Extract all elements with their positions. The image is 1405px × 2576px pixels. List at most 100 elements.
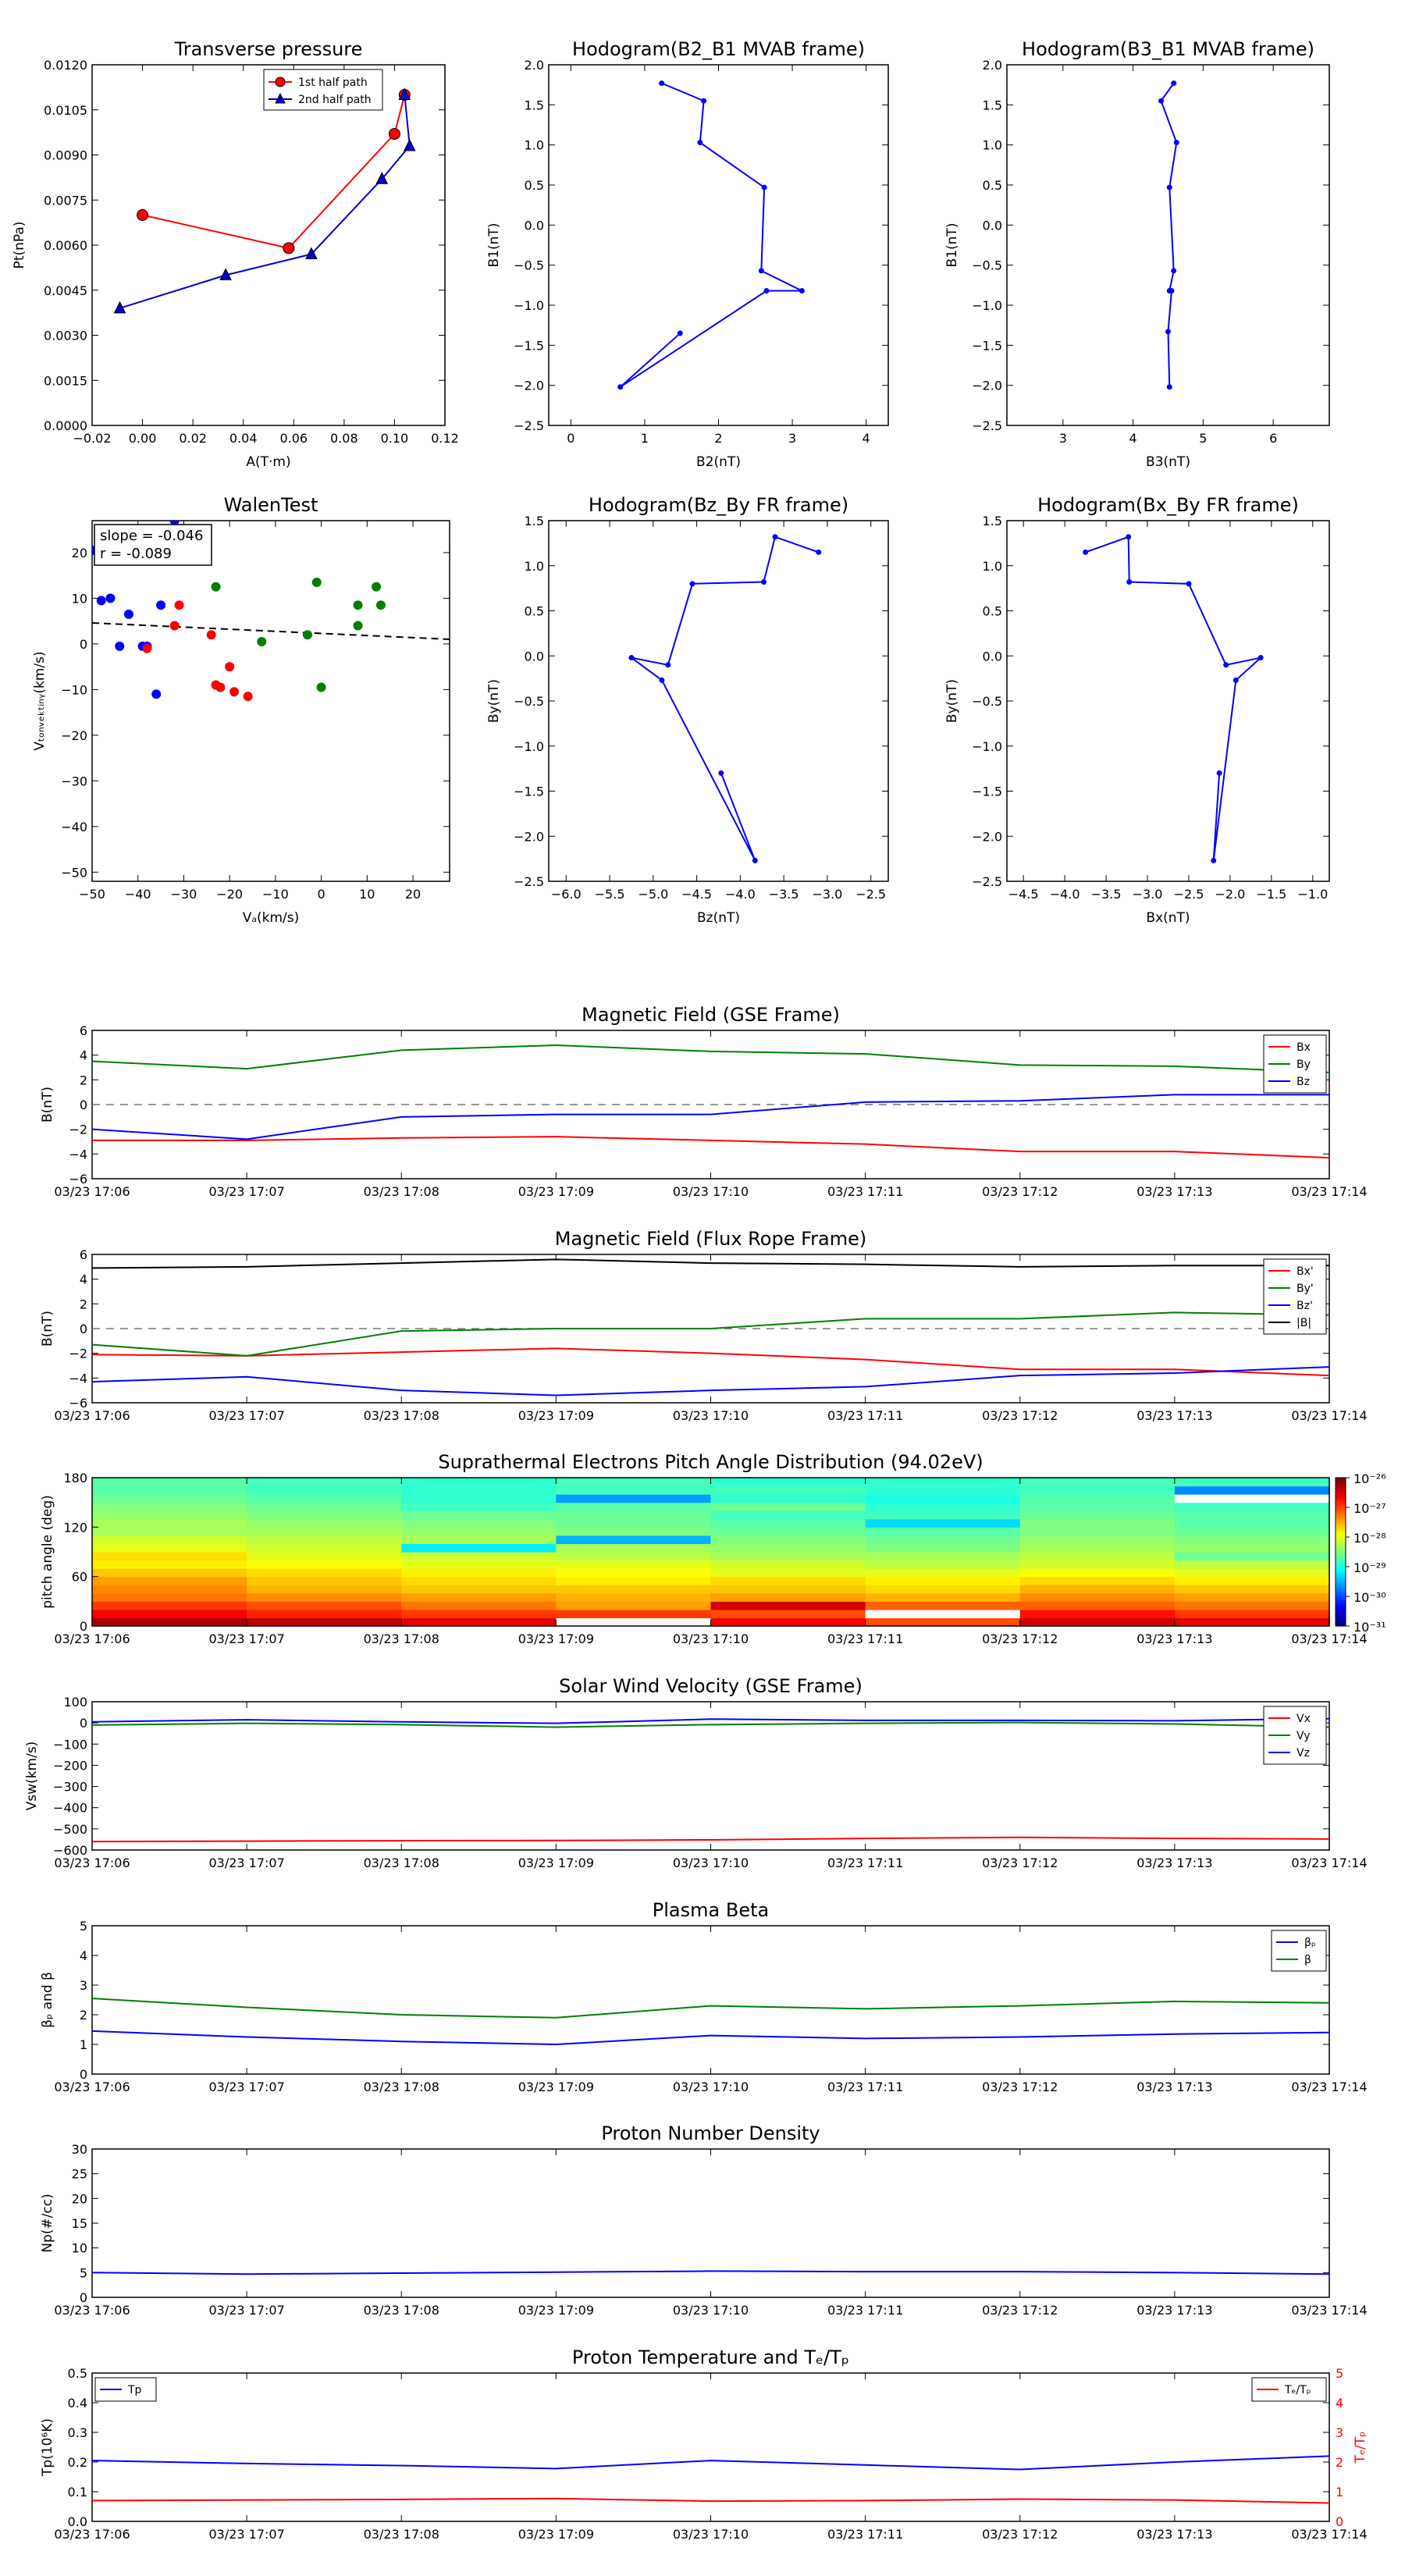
heatmap-cell <box>556 1478 712 1487</box>
y-axis-label: By(nT) <box>486 679 502 723</box>
heatmap-cell <box>401 1576 557 1585</box>
y-axis-label: B1(nT) <box>486 223 502 268</box>
heatmap-cell <box>247 1576 402 1585</box>
heatmap-cell <box>865 1560 1021 1569</box>
heatmap-cell <box>401 1510 557 1520</box>
colorbar-tick-label: 10⁻²⁶ <box>1353 1471 1386 1486</box>
series-line-0 <box>91 2455 1330 2471</box>
x-tick-label: 03/23 17:10 <box>673 1184 749 1199</box>
series-line-0 <box>91 1836 1330 1843</box>
x-axis-label: B3(nT) <box>1146 454 1190 470</box>
y-tick-label: 4 <box>80 1048 87 1063</box>
data-point <box>677 330 683 336</box>
x-tick-label: 03/23 17:08 <box>364 1631 439 1646</box>
x-tick-label: 03/23 17:10 <box>673 2303 749 2318</box>
y-right-axis-label: Tₑ/Tₚ <box>1353 2432 1368 2464</box>
y-tick-label: 0.0045 <box>44 283 87 298</box>
y-tick-label: −6 <box>69 1396 87 1411</box>
heatmap-cell <box>710 1502 866 1511</box>
y-tick-label: 0.2 <box>68 2455 87 2470</box>
x-tick-label: 03/23 17:09 <box>518 1408 594 1423</box>
series-line-2 <box>91 1094 1329 1140</box>
scatter-point <box>257 636 267 646</box>
colorbar-cell <box>1336 1557 1346 1560</box>
colorbar-cell <box>1336 1539 1346 1542</box>
chart-hodo_b3b1: Hodogram(B3_B1 MVAB frame) −2.5 −2.0 −1.5 −1… <box>944 38 1330 470</box>
colorbar-cell <box>1336 1510 1346 1513</box>
data-point <box>763 288 770 294</box>
colorbar-cell <box>1336 1480 1346 1483</box>
y-tick-label: −2.5 <box>972 418 1002 433</box>
x-tick-label: 0 <box>567 431 574 446</box>
data-point <box>718 770 724 776</box>
series-line-0 <box>91 2030 1330 2046</box>
chart-title: Magnetic Field (GSE Frame) <box>582 1004 840 1026</box>
x-tick-label: −2.5 <box>1174 887 1204 902</box>
x-tick-label: 03/23 17:13 <box>1136 1631 1212 1646</box>
colorbar-tick-label: 10⁻²⁷ <box>1353 1501 1386 1516</box>
data-point <box>1165 329 1171 335</box>
heatmap-cell <box>1019 1609 1176 1619</box>
y-tick-label: 0.0015 <box>44 373 87 388</box>
y-tick-label: −500 <box>53 1822 87 1837</box>
x-tick-label: 03/23 17:07 <box>208 2527 284 2542</box>
colorbar-cell <box>1336 1529 1346 1533</box>
y-tick-label: −2 <box>69 1347 87 1361</box>
y-tick-label: 0.0 <box>525 649 544 664</box>
scatter-point <box>316 682 326 692</box>
colorbar-cell <box>1336 1527 1346 1531</box>
y-tick-label: 25 <box>72 2167 87 2182</box>
colorbar-cell <box>1336 1546 1346 1550</box>
y-tick-label: 2 <box>80 1073 87 1087</box>
x-tick-label: 03/23 17:13 <box>1136 2527 1212 2542</box>
legend-label: |B| <box>1297 1317 1311 1329</box>
colorbar-cell <box>1336 1514 1346 1518</box>
x-tick-label: 03/23 17:13 <box>1136 1856 1212 1870</box>
y-tick-label: 0.0000 <box>44 418 87 433</box>
x-tick-label: 0.08 <box>330 431 358 446</box>
y-tick-label: 0 <box>80 1716 87 1731</box>
heatmap-cell <box>556 1552 712 1561</box>
x-tick-label: 03/23 17:14 <box>1291 1856 1367 1870</box>
heatmap-cell <box>865 1535 1021 1545</box>
x-tick-label: 3 <box>788 431 796 446</box>
legend-label: Bz' <box>1297 1300 1313 1312</box>
data-point <box>1223 662 1229 668</box>
y-tick-label: 5 <box>80 2265 87 2280</box>
y-tick-label: 1.5 <box>983 514 1002 528</box>
heatmap-cell <box>710 1543 866 1553</box>
heatmap-cell <box>401 1502 557 1511</box>
y-tick-label: −30 <box>61 774 87 788</box>
heatmap-cell <box>1174 1535 1330 1545</box>
legend-box <box>1271 1930 1327 1972</box>
x-tick-label: −4.0 <box>725 887 756 902</box>
heatmap-cell <box>1019 1543 1176 1553</box>
y-tick-label: 0.0030 <box>44 329 87 343</box>
x-tick-label: 03/23 17:09 <box>518 1184 594 1199</box>
y-tick-label: 4 <box>80 1948 87 1963</box>
x-tick-label: −5.5 <box>595 887 625 902</box>
x-tick-label: 03/23 17:14 <box>1291 1631 1367 1646</box>
legend-label: Vz <box>1297 1747 1310 1759</box>
data-point <box>1126 534 1132 540</box>
y-tick-label: 2 <box>80 2008 87 2023</box>
colorbar-tick-label: 10⁻²⁹ <box>1353 1560 1386 1575</box>
x-tick-label: 03/23 17:06 <box>54 2303 130 2318</box>
x-tick-label: 03/23 17:12 <box>982 2303 1058 2318</box>
y-tick-label: −1.5 <box>972 338 1002 353</box>
x-tick-label: −4.5 <box>1008 887 1039 902</box>
y-tick-label: 0 <box>80 1619 87 1634</box>
y-tick-label: 0.0120 <box>44 58 87 73</box>
colorbar-cell <box>1336 1561 1346 1565</box>
chart-hodo_bzby: Hodogram(Bz_By FR frame) −2.5 −2.0 −1.5 −1.0… <box>486 494 889 926</box>
colorbar-cell <box>1336 1482 1346 1486</box>
heatmap-cell <box>1174 1585 1330 1594</box>
heatmap-cell <box>556 1617 712 1627</box>
plot-frame <box>91 2148 1330 2298</box>
heatmap-cell <box>247 1494 402 1503</box>
heatmap-cell <box>92 1518 247 1528</box>
heatmap-cell <box>865 1576 1021 1585</box>
heatmap-cell <box>92 1510 247 1520</box>
colorbar-cell <box>1336 1542 1346 1546</box>
data-point <box>697 140 703 146</box>
